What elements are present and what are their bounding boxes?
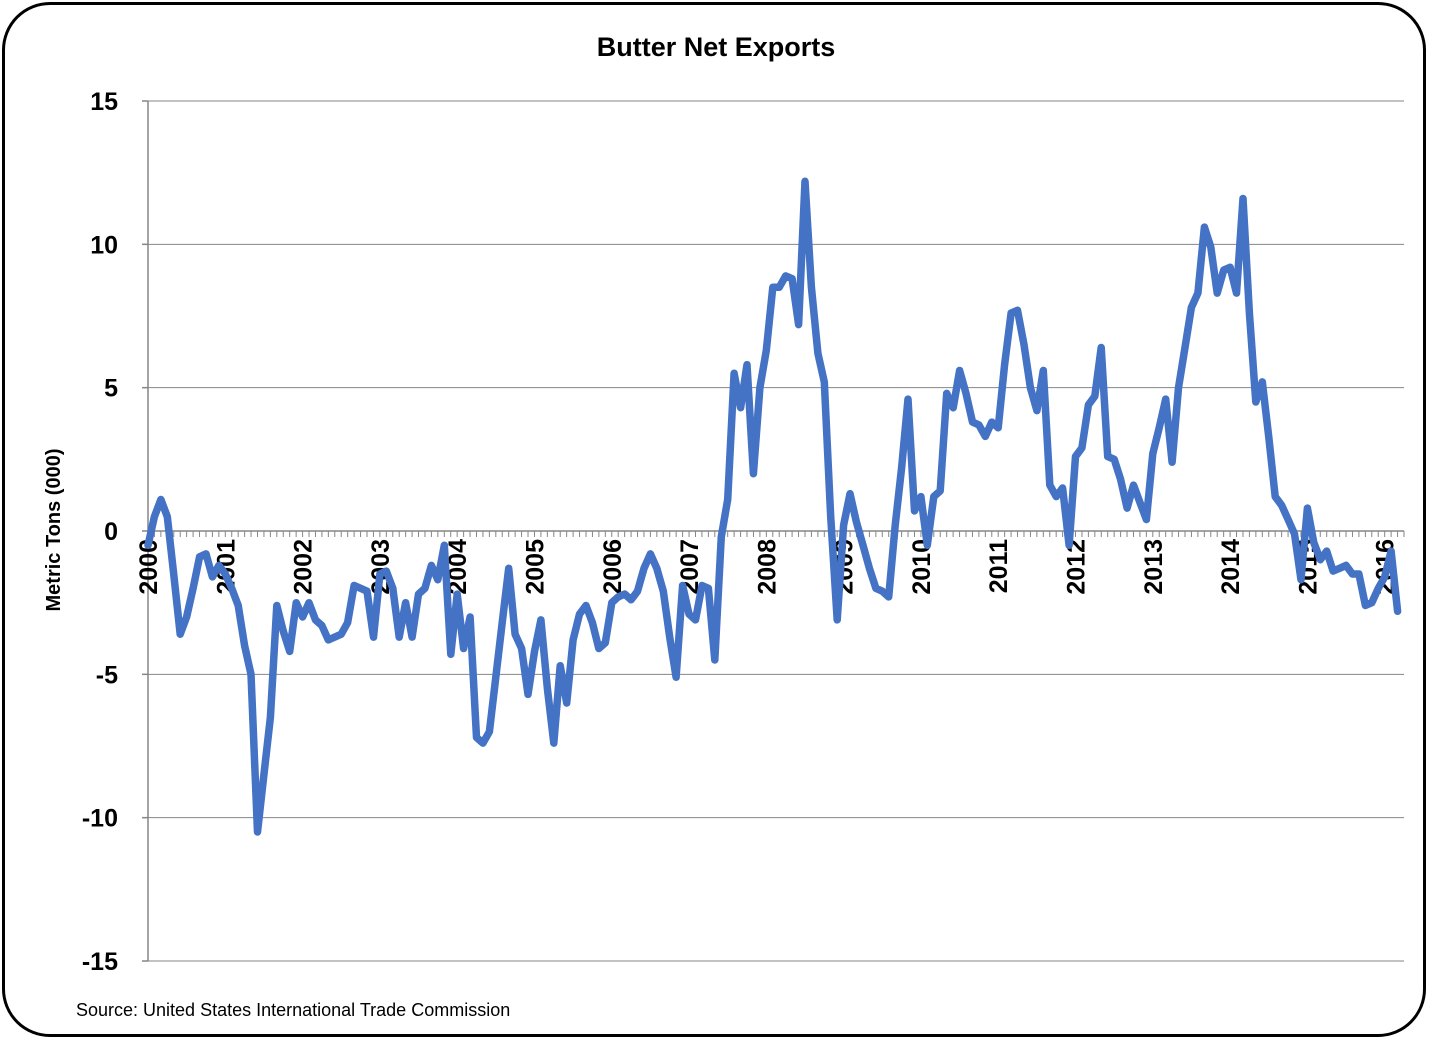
x-tick-label: 2010 [908, 539, 936, 595]
x-axis-ticks: 2000 2001 2002 2003 2004 2005 2006 2007 2008 2009… [135, 531, 1405, 595]
x-tick-label: 2002 [290, 539, 318, 595]
x-tick-label: 2005 [521, 539, 549, 595]
y-tick-label: 5 [104, 375, 118, 403]
series-line-net-exports [144, 177, 1402, 836]
x-tick-label: 2011 [985, 539, 1013, 593]
y-tick-label: -15 [82, 948, 118, 976]
y-tick-label: 10 [90, 231, 118, 259]
y-tick-label: -5 [96, 661, 118, 689]
x-tick-label: 2013 [1140, 539, 1168, 595]
y-tick-label: -10 [82, 805, 118, 833]
y-axis-label: Metric Tons (000) [43, 449, 65, 612]
x-tick-label: 2014 [1217, 539, 1245, 595]
y-tick-label: 0 [104, 518, 118, 546]
x-tick-label: 2006 [599, 539, 627, 595]
source-note: Source: United States International Trad… [76, 1000, 510, 1020]
chart-title: Butter Net Exports [597, 32, 836, 62]
y-tick-label: 15 [90, 88, 118, 116]
x-tick-label: 2008 [753, 539, 781, 595]
y-axis-ticks: 15 10 5 0 -5 -10 -15 [82, 88, 148, 976]
grid-lines [148, 100, 1404, 962]
